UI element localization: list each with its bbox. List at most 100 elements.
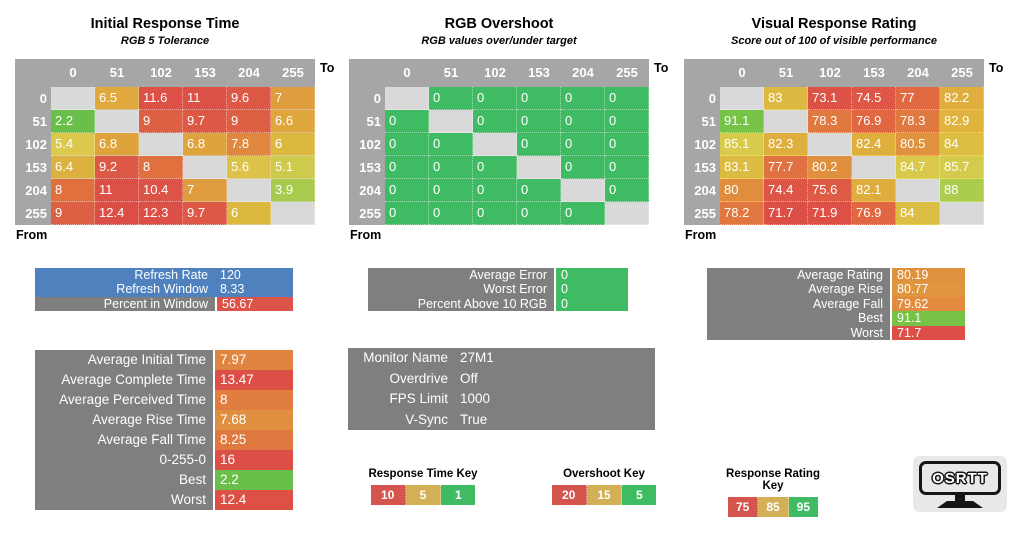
key-cell: 75: [728, 497, 759, 517]
heatmap-cell: 10.4: [139, 179, 183, 202]
heatmap-cell: [605, 202, 649, 225]
stat-value: 7.97: [213, 350, 293, 370]
stat-row: Percent Above 10 RGB 0: [368, 296, 628, 312]
heatmap-cell: [940, 202, 984, 225]
key-color-bar: 75 85 95: [728, 497, 818, 517]
stat-value: 16: [213, 450, 293, 470]
key-title: Response Time Key: [368, 468, 478, 480]
heatmap-cell: 12.3: [139, 202, 183, 225]
key-title: Response Rating Key: [726, 468, 820, 492]
heatmap-row-header: 153: [349, 156, 385, 179]
heatmap-col-header: 153: [852, 59, 896, 87]
heatmap-cell: 71.9: [808, 202, 852, 225]
heatmap-cell: 0: [429, 179, 473, 202]
heatmap-cell: 0: [385, 110, 429, 133]
heatmap-cell: 11: [183, 87, 227, 110]
heatmap-cell: 9.7: [183, 110, 227, 133]
heatmap-cell: [271, 202, 315, 225]
heatmap-cell: 0: [561, 87, 605, 110]
heatmap-row-header: 0: [684, 87, 720, 110]
stat-label: Average Error: [368, 268, 554, 283]
stat-label: Average Fall Time: [35, 430, 213, 450]
stat-row: Average Fall Time 8.25: [35, 430, 293, 450]
stat-label: Average Perceived Time: [35, 390, 213, 410]
axis-label-to: To: [320, 61, 335, 75]
heatmap-title: Initial Response Time: [90, 16, 240, 32]
stat-label: Average Rise: [707, 282, 890, 297]
stat-row: Average Complete Time 13.47: [35, 370, 293, 390]
stat-row: Worst 71.7: [707, 325, 965, 340]
heatmap-cell: 7.8: [227, 133, 271, 156]
heatmap-col-header: 51: [95, 59, 139, 87]
heatmap-cell: [385, 87, 429, 110]
heatmap-cell: 82.1: [852, 179, 896, 202]
heatmap-cell: 9: [139, 110, 183, 133]
stat-value: 0: [554, 296, 628, 312]
heatmap-cell: 80.5: [896, 133, 940, 156]
heatmap-section-rgb-overshoot: RGB Overshoot RGB values over/under targ…: [349, 0, 668, 250]
heatmap-col-header: 0: [720, 59, 764, 87]
heatmap-cell: [896, 179, 940, 202]
heatmap-cell: 0: [605, 87, 649, 110]
heatmap-cell: 6.4: [51, 156, 95, 179]
stat-value: 1000: [455, 389, 655, 410]
response-time-stats-panel: Average Initial Time 7.97 Average Complete…: [35, 350, 293, 510]
heatmap-cell: 6: [271, 133, 315, 156]
stat-row: Average Error 0: [368, 268, 628, 283]
monitor-info-panel: Monitor Name 27M1 Overdrive Off FPS Limit 100…: [348, 348, 655, 430]
heatmap-col-header: 102: [808, 59, 852, 87]
heatmap-grid: 0 51 102 153 204 255 0 83 73.1 74.5 77 82.2 51 91.1 78…: [684, 59, 984, 225]
stat-label: V-Sync: [348, 409, 455, 430]
heatmap-col-header: 255: [940, 59, 984, 87]
heatmap-cell: 82.4: [852, 133, 896, 156]
heatmap-col-header: 0: [51, 59, 95, 87]
axis-label-from: From: [350, 228, 382, 242]
axis-label-to: To: [654, 61, 669, 75]
heatmap-cell: 77.7: [764, 156, 808, 179]
stat-value: 8.33: [215, 282, 293, 297]
heatmap-cell: 78.3: [808, 110, 852, 133]
heatmap-cell: 71.7: [764, 202, 808, 225]
heatmap-cell: 84.7: [896, 156, 940, 179]
heatmap-cell: 80.2: [808, 156, 852, 179]
stat-row: Worst 12.4: [35, 490, 293, 510]
stat-label: 0-255-0: [35, 450, 213, 470]
heatmap-cell: 0: [517, 133, 561, 156]
heatmap-cell: [561, 179, 605, 202]
heatmap-cell: 9.6: [227, 87, 271, 110]
heatmap-cell: 88: [940, 179, 984, 202]
logo-text: OSRTT: [932, 469, 988, 487]
stat-value: 0: [554, 268, 628, 283]
heatmap-cell: [720, 87, 764, 110]
heatmap-cell: 9: [51, 202, 95, 225]
osrtt-logo: OSRTT: [913, 456, 1007, 512]
heatmap-row-header: 153: [684, 156, 720, 179]
axis-label-from: From: [16, 228, 48, 242]
heatmap-row-header: 204: [349, 179, 385, 202]
stat-row: Worst Error 0: [368, 282, 628, 297]
stat-value: True: [455, 409, 655, 430]
heatmap-col-header: 102: [139, 59, 183, 87]
axis-label-to: To: [989, 61, 1004, 75]
stat-row: Percent in Window 56.67: [35, 296, 293, 312]
heatmap-col-header: 153: [517, 59, 561, 87]
heatmap-cell: 0: [473, 87, 517, 110]
heatmap-cell: 5.1: [271, 156, 315, 179]
stat-row: Refresh Rate 120: [35, 268, 293, 283]
stat-value: 8.25: [213, 430, 293, 450]
heatmap-cell: 0: [473, 202, 517, 225]
key-color-bar: 20 15 5: [551, 485, 657, 505]
heatmap-cell: 6.5: [95, 87, 139, 110]
heatmap-cell: 6.8: [183, 133, 227, 156]
heatmap-cell: 0: [429, 202, 473, 225]
heatmap-title: RGB Overshoot: [444, 16, 554, 32]
stat-row: V-Sync True: [348, 409, 655, 430]
heatmap-cell: 84: [896, 202, 940, 225]
heatmap-cell: 0: [517, 202, 561, 225]
heatmap-cell: 0: [517, 179, 561, 202]
heatmap-cell: 78.3: [896, 110, 940, 133]
heatmap-cell: 78.2: [720, 202, 764, 225]
stat-row: Best 91.1: [707, 311, 965, 326]
heatmap-cell: 9: [227, 110, 271, 133]
